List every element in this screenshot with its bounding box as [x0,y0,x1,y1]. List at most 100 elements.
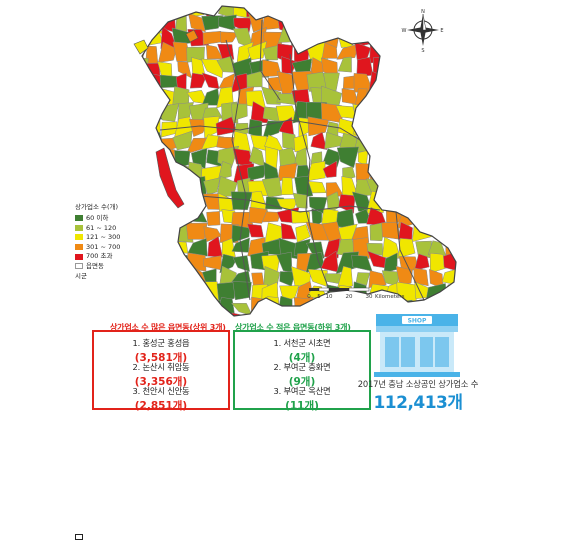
district-area [400,102,420,121]
legend-label: 시군 [75,271,87,280]
district-area [203,255,222,271]
district-area [440,226,456,241]
legend-label: 301 ~ 700 [86,242,121,251]
compass-n: N [421,9,425,15]
district-area [459,284,476,303]
district-area [263,296,280,316]
district-area [401,194,418,213]
district-area [461,222,478,244]
district-area [431,87,446,109]
district-area [336,146,360,169]
district-area [368,149,388,167]
district-area [277,14,297,34]
district-area [157,41,177,63]
item-name: 3. 천안시 신안동 [132,386,190,396]
district-area [276,6,296,18]
district-area [397,175,418,192]
district-area [384,146,404,168]
district-area [191,176,207,197]
district-area [430,224,448,239]
legend-label: 121 ~ 300 [86,233,121,242]
district-area [352,314,373,316]
district-area [142,211,143,227]
district-area [307,116,329,137]
item-name: 3. 부여군 옥산면 [273,386,331,396]
top-item: 1. 홍성군 홍성읍 (3,581개) [94,337,228,365]
legend-label: 61 ~ 120 [86,223,117,232]
district-area [413,165,431,183]
legend-item-city-boundary: 시군 [75,271,120,540]
top-box: 1. 홍성군 홍성읍 (3,581개) 2. 논산시 취암동 (3,356개) … [92,330,230,412]
district-area [325,10,341,34]
district-area [461,151,476,167]
district-area [411,60,434,76]
district-area [261,86,282,105]
district-area [412,134,431,152]
district-area [372,132,385,152]
district-area [295,11,310,33]
district-area [142,238,162,257]
district-area [142,28,144,43]
district-area [295,224,311,243]
legend-swatch [75,234,83,241]
district-area [207,236,223,258]
district-area [441,161,456,178]
district-area [142,301,145,316]
district-area [368,70,390,94]
bottom-item: 2. 부여군 충화면 (9개) [235,361,369,389]
district-area [292,192,308,209]
district-area [171,281,192,304]
town-boundary-swatch [75,263,83,270]
district-area [159,252,180,274]
district-area [188,296,206,316]
district-area [443,120,456,135]
district-area [395,265,413,287]
district-area [457,237,478,259]
legend-item: 301 ~ 700 [75,242,120,252]
district-area [203,177,221,195]
district-area [381,133,402,155]
district-area [158,221,179,244]
district-area [290,6,310,18]
legend-item: 61 ~ 120 [75,223,120,233]
district-area [461,118,473,138]
district-area [158,6,173,19]
district-area [142,76,150,95]
district-area [428,118,447,138]
district-area [399,72,419,90]
district-area [261,177,282,198]
district-area [457,42,474,63]
district-area [280,222,297,240]
district-area [459,212,475,228]
item-name: 1. 홍성군 홍성읍 [132,338,190,348]
district-area [142,236,150,257]
top-box-title: 상가업소 수 많은 읍면동(상위 3개) [110,323,226,332]
summary-total: 112,413개 [373,393,463,413]
district-area [142,6,164,16]
district-area [397,150,416,168]
district-area [396,167,414,182]
district-area [412,100,432,124]
scale-tick: 30 [366,294,373,300]
district-area [142,56,149,79]
district-area [310,131,328,150]
district-area [200,58,224,79]
district-area [426,73,445,93]
district-area [142,6,149,16]
district-area [444,61,456,78]
district-area [457,86,474,104]
item-value: (2,851개) [134,400,188,412]
legend-item: 700 초과 [75,252,120,262]
district-area [416,192,433,214]
district-area [413,267,429,287]
district-area [429,177,446,196]
district-area [187,238,208,257]
district-area [160,237,179,255]
district-area [386,119,403,134]
bottom-box-title: 상가업소 수 적은 읍면동(하위 3개) [235,323,351,332]
district-area [206,211,221,226]
choropleth-map [133,5,478,317]
district-area [457,134,474,152]
district-area [440,87,456,110]
legend-item: 60 이하 [75,214,120,224]
